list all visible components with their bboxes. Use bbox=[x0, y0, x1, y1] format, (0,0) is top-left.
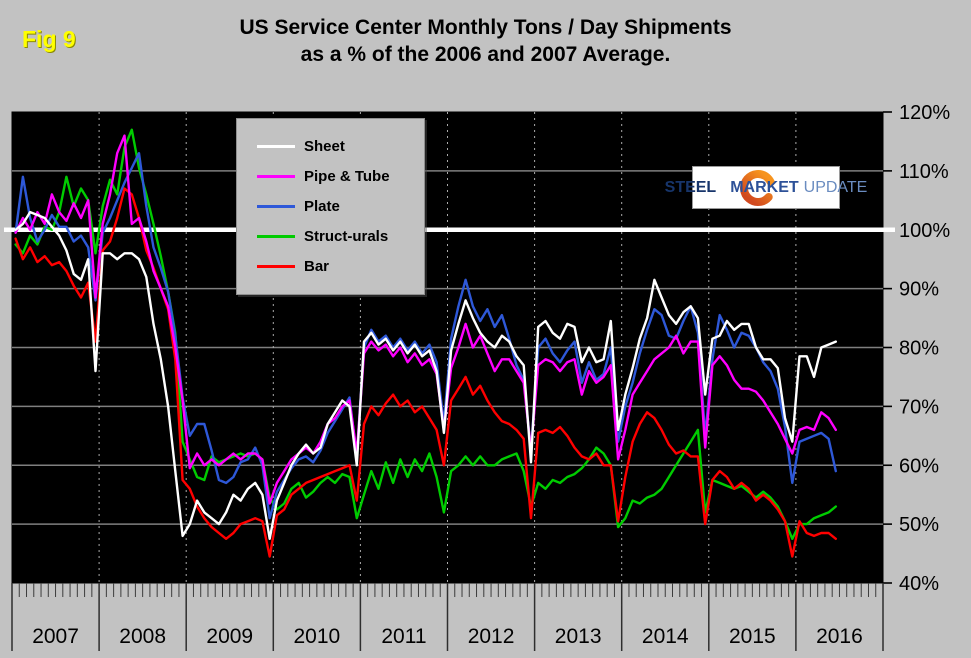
legend-item-plate: Plate bbox=[257, 198, 424, 215]
y-axis-label: 120% bbox=[899, 102, 950, 124]
x-axis-year-label: 2010 bbox=[293, 625, 340, 648]
legend-label: Plate bbox=[304, 198, 340, 215]
x-axis-year-label: 2009 bbox=[206, 625, 253, 648]
legend-line-swatch bbox=[257, 145, 295, 148]
legend-label: Pipe & Tube bbox=[304, 168, 390, 185]
chart-title: US Service Center Monthly Tons / Day Shi… bbox=[0, 14, 971, 68]
y-axis-label: 50% bbox=[899, 514, 939, 536]
legend-line-swatch bbox=[257, 205, 295, 208]
x-axis-year-label: 2016 bbox=[816, 625, 863, 648]
chart-title-line2: as a % of the 2006 and 2007 Average. bbox=[300, 43, 671, 66]
x-axis-year-label: 2014 bbox=[642, 625, 689, 648]
logo-word-update: UPDATE bbox=[803, 178, 868, 196]
y-axis-label: 110% bbox=[899, 161, 949, 183]
series-line-struct-urals bbox=[14, 128, 837, 540]
y-axis-label: 100% bbox=[899, 220, 950, 242]
x-axis-year-label: 2007 bbox=[32, 625, 79, 648]
legend-label: Struct-urals bbox=[304, 228, 389, 245]
legend-item-sheet: Sheet bbox=[257, 138, 424, 155]
y-axis-label: 60% bbox=[899, 455, 939, 477]
x-axis-year-label: 2013 bbox=[555, 625, 602, 648]
chart-legend: Sheet Pipe & Tube Plate Struct-urals Bar bbox=[236, 118, 425, 295]
y-axis-label: 40% bbox=[899, 573, 939, 595]
x-axis-year-label: 2012 bbox=[468, 625, 515, 648]
y-axis-label: 80% bbox=[899, 338, 939, 360]
series-line-pipe-tube bbox=[14, 134, 837, 505]
logo-text: STEEL MARKET UPDATE bbox=[665, 167, 868, 208]
x-axis-year-label: 2008 bbox=[119, 625, 166, 648]
legend-item-bar: Bar bbox=[257, 258, 424, 275]
legend-line-swatch bbox=[257, 265, 295, 268]
legend-item-struct-urals: Struct-urals bbox=[257, 228, 424, 245]
x-axis-year-label: 2011 bbox=[381, 625, 426, 648]
legend-line-swatch bbox=[257, 175, 295, 178]
legend-label: Bar bbox=[304, 258, 330, 275]
logo-crescent-icon bbox=[740, 170, 776, 206]
legend-item-pipe-tube: Pipe & Tube bbox=[257, 168, 424, 185]
legend-label: Sheet bbox=[304, 138, 345, 155]
x-axis-year-label: 2015 bbox=[729, 625, 776, 648]
chart-title-line1: US Service Center Monthly Tons / Day Shi… bbox=[239, 16, 732, 39]
logo-word-steel: STEEL bbox=[664, 178, 717, 196]
steel-market-update-logo: STEEL MARKET UPDATE bbox=[665, 166, 868, 209]
y-axis-label: 70% bbox=[899, 396, 939, 418]
series-line-sheet bbox=[14, 210, 837, 540]
y-axis-label: 90% bbox=[899, 279, 939, 301]
legend-line-swatch bbox=[257, 235, 295, 238]
figure-number-label: Fig 9 bbox=[22, 26, 76, 52]
logo-word-market: MARKET bbox=[730, 178, 799, 196]
